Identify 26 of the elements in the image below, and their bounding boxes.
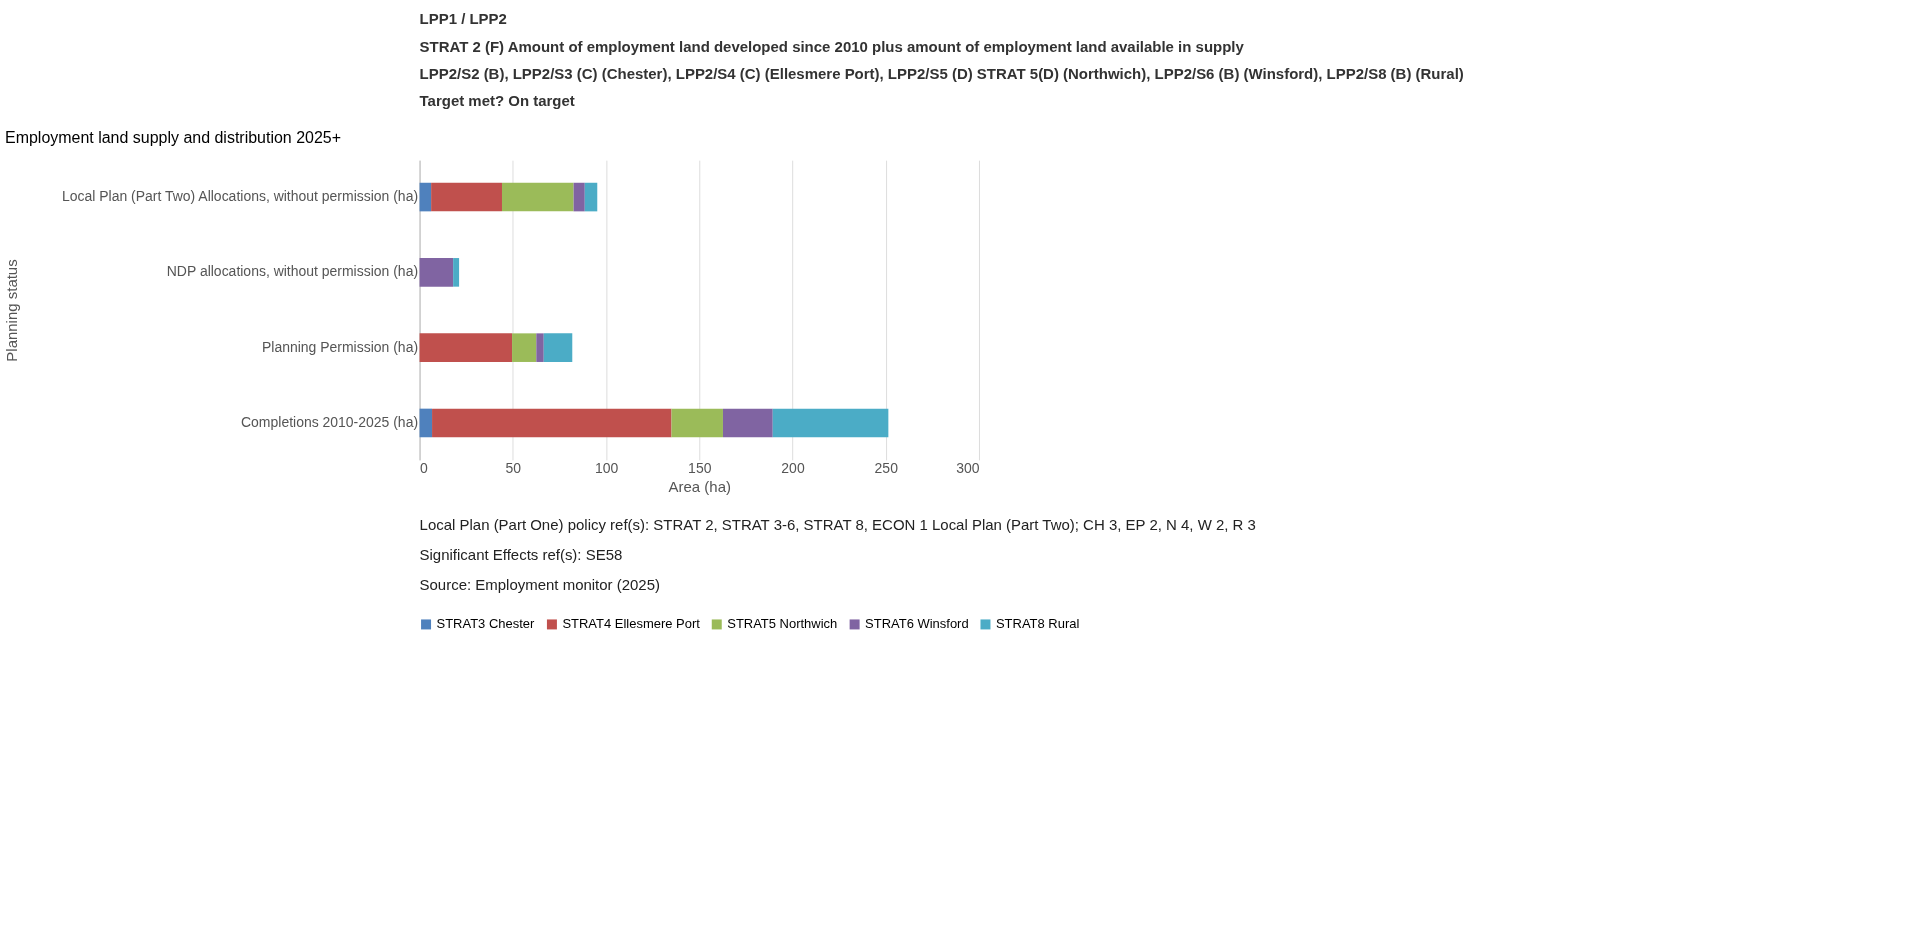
legend-label: STRAT4 Ellesmere Port — [562, 616, 701, 632]
source-note: Source: Employment monitor (2025) — [419, 575, 661, 593]
x-tick-label: 300 — [956, 460, 980, 477]
y-axis-title: Planning status — [3, 259, 21, 362]
x-tick-label: 100 — [594, 460, 619, 477]
y-tick-label: Local Plan (Part Two) Allocations, without permission (ha) — [61, 188, 419, 205]
x-axis-title: Area (ha) — [668, 478, 731, 496]
legend-label: STRAT8 Rural — [995, 616, 1080, 632]
x-tick-label: 150 — [688, 460, 712, 477]
text: Target met? On target — [419, 92, 575, 110]
x-tick-label: 200 — [781, 460, 805, 477]
x-tick-label: 50 — [505, 460, 522, 477]
text: LPP1 / LPP2 — [419, 10, 507, 28]
y-tick-label: Completions 2010-2025 (ha) — [241, 413, 419, 430]
y-tick-label: Planning Permission (ha) — [262, 338, 419, 355]
x-tick-label: 0 — [420, 460, 429, 477]
text: STRAT 2 (F) Amount of employment land developed since 2010 plus amount of employment land available in supply — [419, 37, 1245, 55]
x-tick-label: 250 — [874, 460, 899, 477]
text: LPP2/S2 (B), LPP2/S3 (C) (Chester), LPP2/S4 (C) (Ellesmere Port), LPP2/S5 (D) STRAT 5(D) (Northwich), LPP2/S6 (B) (Winsford), LPP2/S8 (B) (Rural) — [419, 65, 1464, 82]
legend-label: STRAT5 Northwich — [727, 616, 838, 632]
legend-label: STRAT3 Chester — [436, 616, 535, 632]
text: Employment land supply and distribution 2025+ — [4, 129, 341, 147]
legend-label: STRAT6 Winsford — [865, 616, 969, 632]
text: Significant Effects ref(s): SE58 — [419, 545, 623, 563]
y-tick-label: NDP allocations, without permission (ha) — [166, 263, 419, 280]
text: Local Plan (Part One) policy ref(s): STRAT 2, STRAT 3-6, STRAT 8, ECON 1 Local Plan (Part Two); CH 3, EP 2, N 4, W 2, R 3 — [419, 515, 1256, 533]
